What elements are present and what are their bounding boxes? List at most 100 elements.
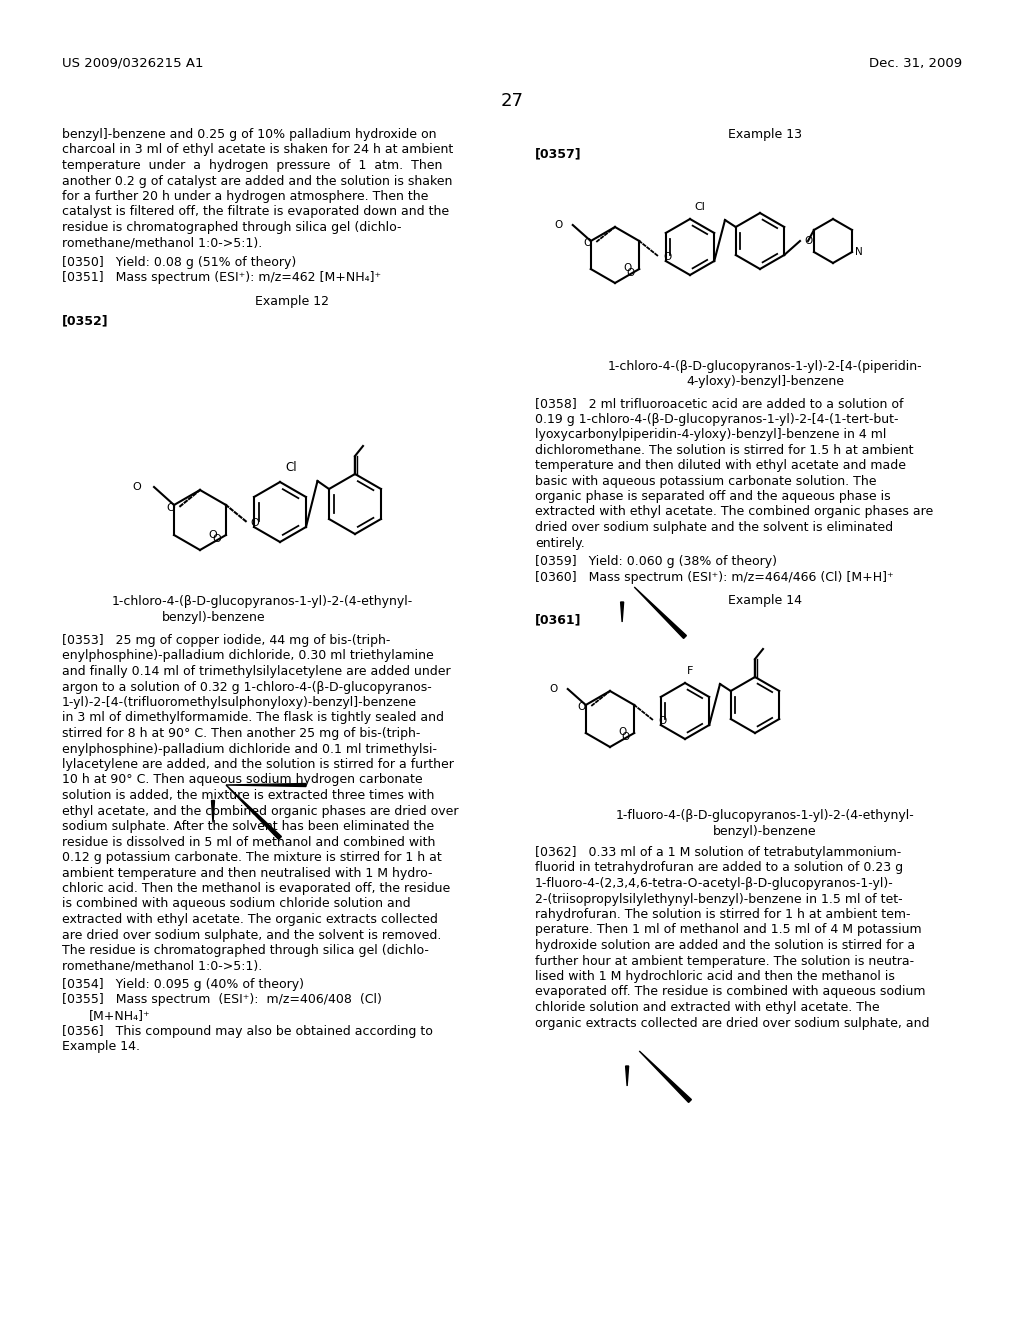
- Text: [0358]   2 ml trifluoroacetic acid are added to a solution of: [0358] 2 ml trifluoroacetic acid are add…: [535, 397, 903, 411]
- Text: argon to a solution of 0.32 g 1-chloro-4-(β-D-glucopyranos-: argon to a solution of 0.32 g 1-chloro-4…: [62, 681, 432, 693]
- Text: charcoal in 3 ml of ethyl acetate is shaken for 24 h at ambient: charcoal in 3 ml of ethyl acetate is sha…: [62, 144, 454, 157]
- Text: residue is dissolved in 5 ml of methanol and combined with: residue is dissolved in 5 ml of methanol…: [62, 836, 435, 849]
- Text: O: O: [621, 733, 630, 742]
- Text: stirred for 8 h at 90° C. Then another 25 mg of bis-(triph-: stirred for 8 h at 90° C. Then another 2…: [62, 727, 421, 741]
- Text: [0350]   Yield: 0.08 g (51% of theory): [0350] Yield: 0.08 g (51% of theory): [62, 256, 296, 269]
- Text: benzyl]-benzene and 0.25 g of 10% palladium hydroxide on: benzyl]-benzene and 0.25 g of 10% pallad…: [62, 128, 436, 141]
- Text: 2-(triisopropylsilylethynyl-benzyl)-benzene in 1.5 ml of tet-: 2-(triisopropylsilylethynyl-benzyl)-benz…: [535, 892, 902, 906]
- Text: benzyl)-benzene: benzyl)-benzene: [162, 610, 265, 623]
- Text: O: O: [167, 503, 175, 513]
- Text: Example 14: Example 14: [728, 594, 802, 607]
- Text: ambient temperature and then neutralised with 1 M hydro-: ambient temperature and then neutralised…: [62, 866, 432, 879]
- Text: perature. Then 1 ml of methanol and 1.5 ml of 4 M potassium: perature. Then 1 ml of methanol and 1.5 …: [535, 924, 922, 936]
- Text: fluorid in tetrahydrofuran are added to a solution of 0.23 g: fluorid in tetrahydrofuran are added to …: [535, 862, 903, 874]
- Text: romethane/methanol 1:0->5:1).: romethane/methanol 1:0->5:1).: [62, 960, 262, 973]
- Text: sodium sulphate. After the solvent has been eliminated the: sodium sulphate. After the solvent has b…: [62, 820, 434, 833]
- Text: [0353]   25 mg of copper iodide, 44 mg of bis-(triph-: [0353] 25 mg of copper iodide, 44 mg of …: [62, 634, 390, 647]
- Text: ethyl acetate, and the combined organic phases are dried over: ethyl acetate, and the combined organic …: [62, 804, 459, 817]
- Text: basic with aqueous potassium carbonate solution. The: basic with aqueous potassium carbonate s…: [535, 474, 877, 487]
- Text: O: O: [583, 238, 591, 248]
- Text: for a further 20 h under a hydrogen atmosphere. Then the: for a further 20 h under a hydrogen atmo…: [62, 190, 428, 203]
- Text: O: O: [658, 715, 667, 726]
- Text: further hour at ambient temperature. The solution is neutra-: further hour at ambient temperature. The…: [535, 954, 914, 968]
- Polygon shape: [639, 1051, 691, 1102]
- Text: Cl: Cl: [694, 202, 705, 213]
- Text: O: O: [251, 517, 259, 528]
- Text: O: O: [664, 252, 672, 261]
- Text: benzyl)-benzene: benzyl)-benzene: [713, 825, 817, 837]
- Text: O: O: [550, 684, 558, 694]
- Text: organic extracts collected are dried over sodium sulphate, and: organic extracts collected are dried ove…: [535, 1016, 930, 1030]
- Text: [0355]   Mass spectrum  (ESI⁺):  m/z=406/408  (Cl): [0355] Mass spectrum (ESI⁺): m/z=406/408…: [62, 994, 382, 1006]
- Text: romethane/methanol 1:0->5:1).: romethane/methanol 1:0->5:1).: [62, 236, 262, 249]
- Text: F: F: [687, 667, 693, 676]
- Text: O: O: [804, 236, 812, 246]
- Text: O: O: [618, 727, 627, 737]
- Text: [0354]   Yield: 0.095 g (40% of theory): [0354] Yield: 0.095 g (40% of theory): [62, 978, 304, 991]
- Text: is combined with aqueous sodium chloride solution and: is combined with aqueous sodium chloride…: [62, 898, 411, 911]
- Text: [0359]   Yield: 0.060 g (38% of theory): [0359] Yield: 0.060 g (38% of theory): [535, 554, 777, 568]
- Text: and finally 0.14 ml of trimethylsilylacetylene are added under: and finally 0.14 ml of trimethylsilylace…: [62, 665, 451, 678]
- Text: 1-fluoro-4-(β-D-glucopyranos-1-yl)-2-(4-ethynyl-: 1-fluoro-4-(β-D-glucopyranos-1-yl)-2-(4-…: [615, 809, 914, 822]
- Text: lylacetylene are added, and the solution is stirred for a further: lylacetylene are added, and the solution…: [62, 758, 454, 771]
- Text: 4-yloxy)-benzyl]-benzene: 4-yloxy)-benzyl]-benzene: [686, 375, 844, 388]
- Text: O: O: [623, 263, 631, 273]
- Text: Cl: Cl: [285, 461, 297, 474]
- Text: enylphosphine)-palladium dichloride, 0.30 ml triethylamine: enylphosphine)-palladium dichloride, 0.3…: [62, 649, 434, 663]
- Text: temperature and then diluted with ethyl acetate and made: temperature and then diluted with ethyl …: [535, 459, 906, 473]
- Text: 27: 27: [501, 92, 523, 110]
- Text: [0352]: [0352]: [62, 314, 109, 327]
- Text: lised with 1 M hydrochloric acid and then the methanol is: lised with 1 M hydrochloric acid and the…: [535, 970, 895, 983]
- Text: O: O: [555, 220, 563, 230]
- Text: O: O: [133, 482, 141, 492]
- Text: in 3 ml of dimethylformamide. The flask is tightly sealed and: in 3 ml of dimethylformamide. The flask …: [62, 711, 444, 725]
- Polygon shape: [226, 785, 282, 840]
- Text: N: N: [855, 247, 863, 257]
- Polygon shape: [226, 784, 306, 787]
- Text: extracted with ethyl acetate. The combined organic phases are: extracted with ethyl acetate. The combin…: [535, 506, 933, 519]
- Text: Example 14.: Example 14.: [62, 1040, 140, 1053]
- Text: are dried over sodium sulphate, and the solvent is removed.: are dried over sodium sulphate, and the …: [62, 928, 441, 941]
- Text: 0.12 g potassium carbonate. The mixture is stirred for 1 h at: 0.12 g potassium carbonate. The mixture …: [62, 851, 441, 865]
- Text: chloric acid. Then the methanol is evaporated off, the residue: chloric acid. Then the methanol is evapo…: [62, 882, 451, 895]
- Text: 1-chloro-4-(β-D-glucopyranos-1-yl)-2-[4-(piperidin-: 1-chloro-4-(β-D-glucopyranos-1-yl)-2-[4-…: [607, 360, 923, 374]
- Text: O: O: [209, 529, 217, 540]
- Text: [0362]   0.33 ml of a 1 M solution of tetrabutylammonium-: [0362] 0.33 ml of a 1 M solution of tetr…: [535, 846, 901, 859]
- Text: residue is chromatographed through silica gel (dichlo-: residue is chromatographed through silic…: [62, 220, 401, 234]
- Text: catalyst is filtered off, the filtrate is evaporated down and the: catalyst is filtered off, the filtrate i…: [62, 206, 450, 219]
- Text: [0351]   Mass spectrum (ESI⁺): m/z=462 [M+NH₄]⁺: [0351] Mass spectrum (ESI⁺): m/z=462 [M+…: [62, 272, 381, 285]
- Text: dried over sodium sulphate and the solvent is eliminated: dried over sodium sulphate and the solve…: [535, 521, 893, 535]
- Text: temperature  under  a  hydrogen  pressure  of  1  atm.  Then: temperature under a hydrogen pressure of…: [62, 158, 442, 172]
- Text: evaporated off. The residue is combined with aqueous sodium: evaporated off. The residue is combined …: [535, 986, 926, 998]
- Text: hydroxide solution are added and the solution is stirred for a: hydroxide solution are added and the sol…: [535, 939, 915, 952]
- Text: entirely.: entirely.: [535, 536, 585, 549]
- Text: solution is added, the mixture is extracted three times with: solution is added, the mixture is extrac…: [62, 789, 434, 803]
- Polygon shape: [621, 602, 624, 622]
- Text: 1-fluoro-4-(2,3,4,6-tetra-O-acetyl-β-D-glucopyranos-1-yl)-: 1-fluoro-4-(2,3,4,6-tetra-O-acetyl-β-D-g…: [535, 876, 894, 890]
- Polygon shape: [626, 1067, 629, 1086]
- Text: [0357]: [0357]: [535, 148, 582, 161]
- Text: [0360]   Mass spectrum (ESI⁺): m/z=464/466 (Cl) [M+H]⁺: [0360] Mass spectrum (ESI⁺): m/z=464/466…: [535, 570, 894, 583]
- Text: 1-yl)-2-[4-(trifluoromethylsulphonyloxy)-benzyl]-benzene: 1-yl)-2-[4-(trifluoromethylsulphonyloxy)…: [62, 696, 417, 709]
- Text: US 2009/0326215 A1: US 2009/0326215 A1: [62, 57, 204, 70]
- Text: dichloromethane. The solution is stirred for 1.5 h at ambient: dichloromethane. The solution is stirred…: [535, 444, 913, 457]
- Text: O: O: [578, 702, 586, 711]
- Text: O: O: [213, 535, 221, 544]
- Text: another 0.2 g of catalyst are added and the solution is shaken: another 0.2 g of catalyst are added and …: [62, 174, 453, 187]
- Text: 1-chloro-4-(β-D-glucopyranos-1-yl)-2-(4-ethynyl-: 1-chloro-4-(β-D-glucopyranos-1-yl)-2-(4-…: [112, 595, 414, 609]
- Text: Example 12: Example 12: [255, 294, 329, 308]
- Text: [M+NH₄]⁺: [M+NH₄]⁺: [89, 1008, 151, 1022]
- Text: 10 h at 90° C. Then aqueous sodium hydrogen carbonate: 10 h at 90° C. Then aqueous sodium hydro…: [62, 774, 423, 787]
- Text: Example 13: Example 13: [728, 128, 802, 141]
- Text: [0361]: [0361]: [535, 614, 582, 627]
- Text: [0356]   This compound may also be obtained according to: [0356] This compound may also be obtaine…: [62, 1024, 433, 1038]
- Polygon shape: [634, 587, 686, 639]
- Text: O: O: [626, 268, 634, 279]
- Text: The residue is chromatographed through silica gel (dichlo-: The residue is chromatographed through s…: [62, 944, 429, 957]
- Polygon shape: [212, 800, 214, 822]
- Text: lyoxycarbonylpiperidin-4-yloxy)-benzyl]-benzene in 4 ml: lyoxycarbonylpiperidin-4-yloxy)-benzyl]-…: [535, 428, 887, 441]
- Text: extracted with ethyl acetate. The organic extracts collected: extracted with ethyl acetate. The organi…: [62, 913, 438, 927]
- Text: organic phase is separated off and the aqueous phase is: organic phase is separated off and the a…: [535, 490, 891, 503]
- Text: rahydrofuran. The solution is stirred for 1 h at ambient tem-: rahydrofuran. The solution is stirred fo…: [535, 908, 910, 921]
- Text: enylphosphine)-palladium dichloride and 0.1 ml trimethylsi-: enylphosphine)-palladium dichloride and …: [62, 742, 437, 755]
